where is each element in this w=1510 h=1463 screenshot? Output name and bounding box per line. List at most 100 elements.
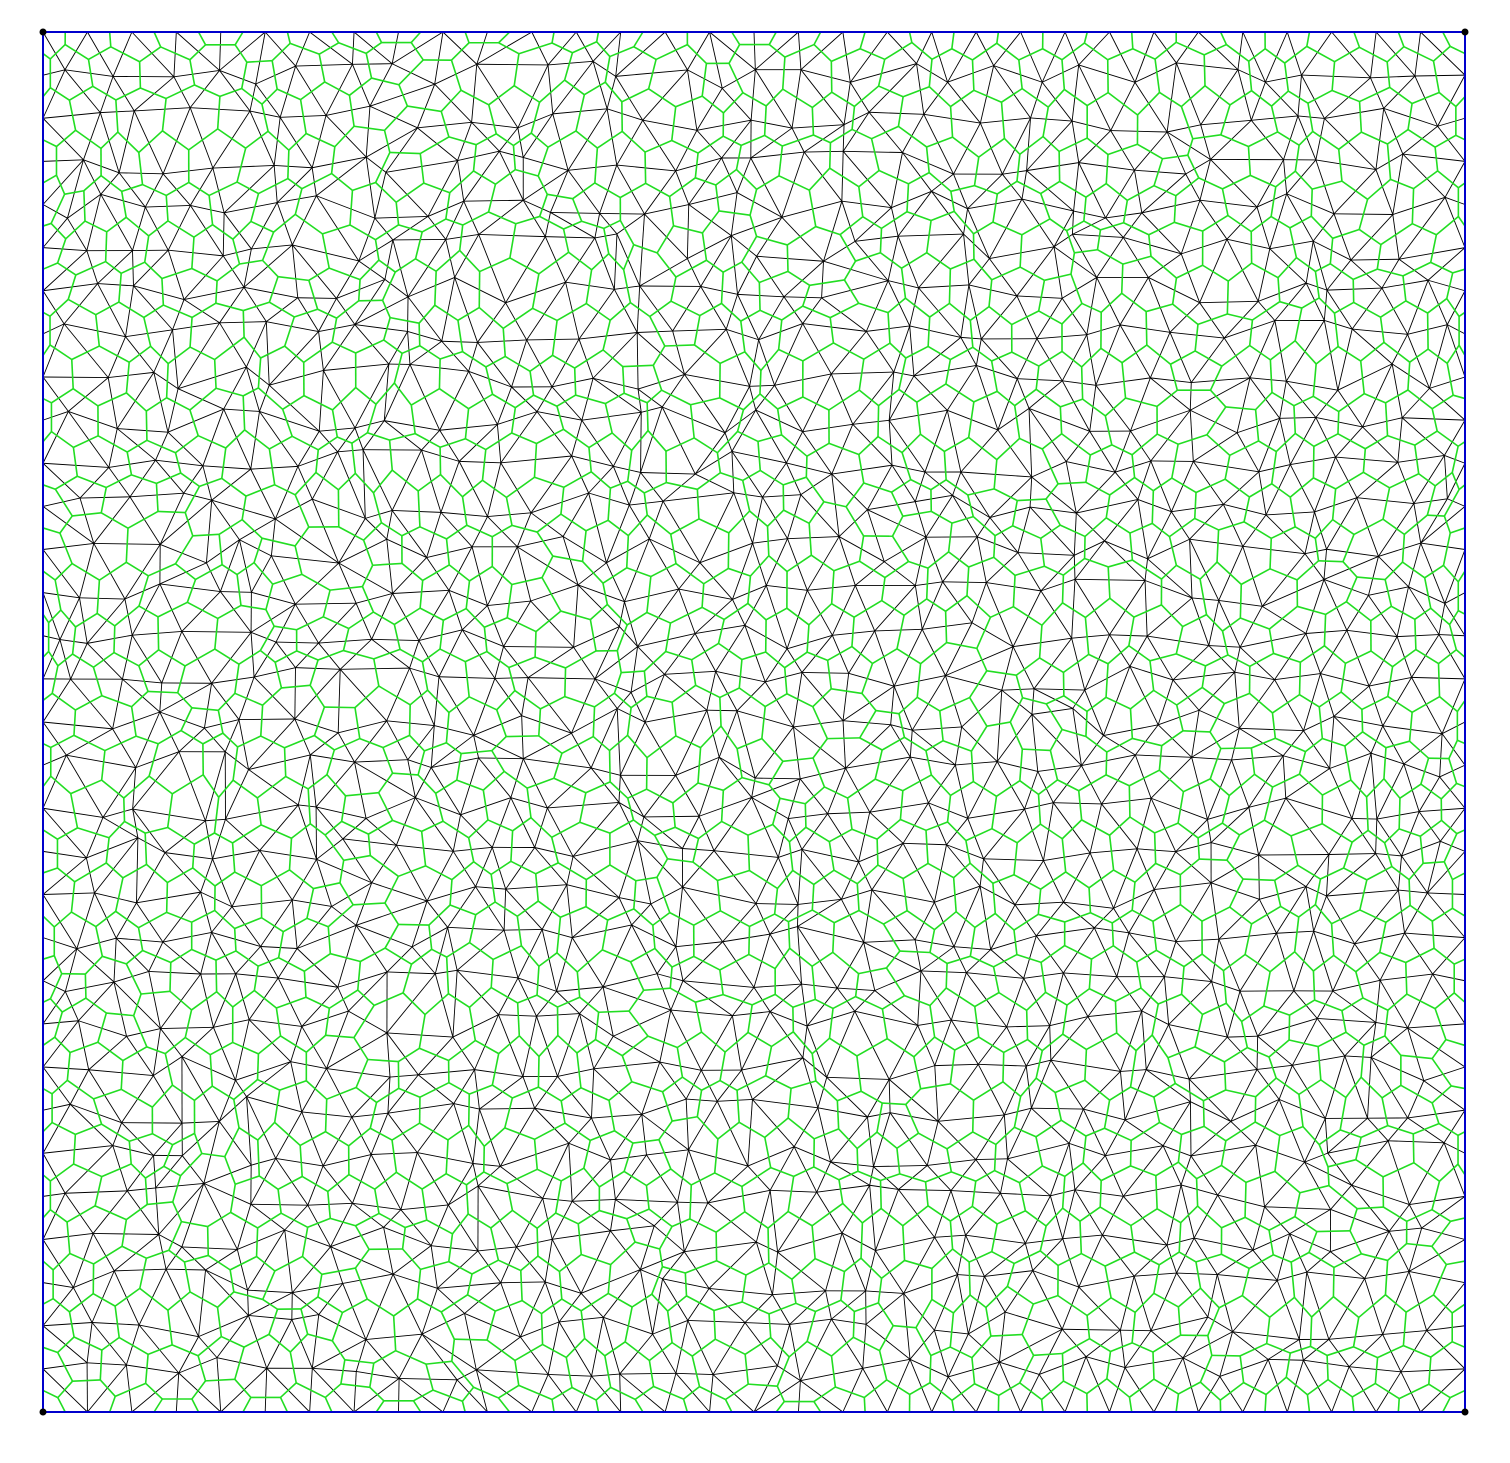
triangle-edge [684,374,750,387]
triangle-edge [42,159,84,205]
triangle-edge [434,725,474,736]
dual-edge [468,393,493,410]
dual-edge [1122,200,1129,223]
dual-edge [401,562,424,582]
dual-edge [946,641,977,650]
dual-edge [261,231,275,261]
dual-edge [719,397,744,411]
dual-edge [879,228,883,253]
triangle-edge [42,290,65,325]
dual-edge [408,734,425,752]
dual-edge [339,882,354,906]
dual-edge [1014,388,1037,407]
triangle-edge [688,1149,748,1167]
triangle-edge [965,1235,985,1277]
dual-edge [715,184,720,212]
dual-edge [531,273,540,309]
triangle-edge [1137,499,1172,513]
dual-edge [1431,408,1438,432]
triangle-edge [138,1269,167,1326]
dual-edge [214,648,240,665]
dual-edge [1250,174,1277,188]
dual-edge [120,191,127,218]
dual-edge [901,452,912,480]
triangle-edge [452,814,462,852]
triangle-edge [1122,1196,1168,1246]
triangle-edge [950,1019,979,1065]
dual-edge [858,454,865,484]
dual-edge [188,181,210,197]
dual-edge [973,221,994,235]
dual-edge [309,684,326,708]
dual-edge [1106,737,1133,753]
dual-edge [234,44,248,63]
triangle-edge [865,1323,911,1360]
dual-edge [1035,365,1040,390]
dual-edge [423,182,451,194]
triangle-edge [1073,162,1080,212]
dual-edge [57,653,74,667]
triangle-edge [619,1372,676,1375]
triangle-edge [1389,1227,1422,1232]
dual-edge [1387,695,1413,713]
triangle-edge [1134,62,1177,83]
dual-edge [71,911,97,928]
triangle-edge [894,675,946,687]
dual-edge [749,510,769,527]
dual-edge [70,779,103,795]
triangle-edge [433,676,440,726]
dual-edge [393,382,412,406]
dual-edge [945,359,952,385]
triangle-edge [606,108,643,121]
dual-edge [138,130,164,154]
triangle-edge [753,1380,801,1413]
triangle-edge [652,1333,677,1374]
triangle-edge [707,1189,771,1204]
dual-edge [1193,492,1197,519]
dual-edge [125,392,147,412]
triangle-edge [848,630,876,674]
dual-edge [57,827,78,840]
triangle-edge [903,1274,958,1294]
dual-edge [831,48,861,63]
dual-edge [1329,263,1354,281]
triangle-edge [890,152,903,208]
dual-edge [1151,522,1170,538]
dual-edge [166,911,192,923]
dual-edge [1179,904,1203,922]
triangle-edge [713,850,757,904]
dual-edge [1197,313,1228,326]
triangle-edge [243,286,298,299]
triangle-edge [65,1190,128,1194]
dual-edge [160,46,191,61]
triangle-edge [521,677,529,716]
dual-edge [778,348,804,362]
dual-edge [1109,476,1136,496]
triangle-edge [1331,31,1371,79]
triangle-edge [246,1096,252,1166]
triangle-edge [1324,107,1384,119]
triangle-edge [1383,108,1404,155]
triangle-edge [934,1190,952,1238]
dual-edge [968,670,988,698]
dual-edge [1174,221,1203,232]
dual-edge [538,735,563,754]
dual-edge [1403,45,1434,62]
triangle-edge [42,250,88,292]
dual-edge [265,583,274,610]
triangle-edge [1208,645,1241,648]
triangle-edge [396,844,454,852]
triangle-edge [979,65,995,124]
dual-edge [492,393,516,409]
triangle-edge [1150,377,1191,411]
triangle-edge [474,1069,480,1110]
triangle-edge [42,807,87,859]
dual-edge [1318,297,1336,314]
dual-edge [49,973,63,1000]
dual-edge [717,869,750,882]
dual-edge [174,452,182,474]
dual-edge [874,778,904,792]
dual-edge [564,79,585,96]
dual-edge [1224,692,1250,705]
dual-edge [1199,561,1218,580]
